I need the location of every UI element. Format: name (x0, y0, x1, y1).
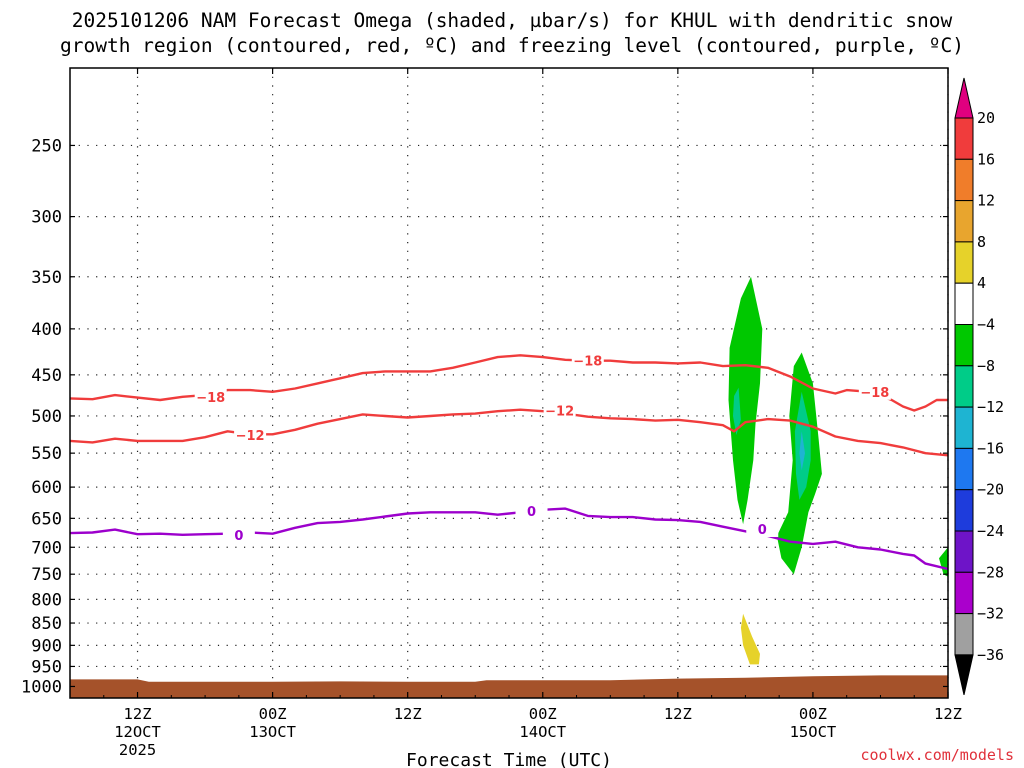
colorbar-label-12-7: −12 (977, 398, 1004, 416)
y-tick-label-650: 650 (31, 509, 62, 529)
colorbar-band-5 (954, 324, 974, 367)
x-tick-label-6-0: 12Z (934, 705, 962, 723)
terrain (70, 675, 948, 698)
colorbar-label-16-8: −16 (977, 439, 1004, 457)
omega-region-4-5 (740, 613, 760, 665)
y-tick-label-500: 500 (31, 407, 62, 427)
plot-background (70, 68, 948, 698)
colorbar-band-7 (954, 406, 974, 449)
colorbar-label-32-12: −32 (977, 605, 1004, 623)
x-tick-label-4-0: 12Z (664, 705, 692, 723)
y-tick-label-350: 350 (31, 268, 62, 288)
colorbar-label-28-11: −28 (977, 563, 1004, 581)
y-tick-label-750: 750 (31, 565, 62, 585)
y-tick-label-950: 950 (31, 657, 62, 677)
contour-label-0-1: −18 (573, 355, 602, 370)
x-tick-label-5-1: 15OCT (790, 723, 837, 741)
contour-label-bg-2-0 (222, 526, 255, 543)
colorbar-band-1 (954, 158, 974, 202)
colorbar-label-4-4: 4 (977, 274, 986, 292)
contour-lines: −18 −18 −18 −12 −12 0 0 0 (70, 352, 948, 571)
omega-region-12-1 (733, 387, 741, 435)
omega-shading (728, 276, 948, 665)
contour-label-bg-1-1 (543, 402, 576, 419)
contour-label-bg-2-1 (515, 503, 548, 520)
colorbar-band-9 (954, 489, 974, 532)
x-tick-label-0-2: 2025 (119, 741, 156, 759)
colorbar-label-20-0: 20 (977, 109, 995, 127)
colorbar-label-20-9: −20 (977, 481, 1004, 499)
y-tick-label-850: 850 (31, 614, 62, 634)
x-tick-label-0-1: 12OCT (114, 723, 161, 741)
y-tick-label-450: 450 (31, 366, 62, 386)
colorbar-label-12-2: 12 (977, 192, 995, 210)
title-line-1: 2025101206 NAM Forecast Omega (shaded, µ… (71, 9, 953, 32)
colorbar-band-6 (954, 365, 974, 408)
y-axis: 2503003504004505005506006507007508008509… (21, 136, 948, 697)
contour-label-0-0: −18 (196, 391, 225, 406)
colorbar-band-11 (954, 571, 974, 615)
y-tick-label-600: 600 (31, 478, 62, 498)
colorbar-band-8 (954, 447, 974, 491)
colorbar-label-4-5: −4 (977, 316, 995, 334)
colorbar: 20 16 12 8 4 −4 −8 −12 −16 −20 −24 −28 −32 −36 (954, 77, 1004, 696)
y-tick-label-300: 300 (31, 208, 62, 228)
contour-label-bg-2-2 (746, 521, 779, 538)
y-tick-label-900: 900 (31, 636, 62, 656)
colorbar-label-8-6: −8 (977, 357, 995, 375)
colorbar-band-10 (954, 530, 974, 573)
x-tick-label-1-0: 00Z (259, 705, 287, 723)
colorbar-band-12 (954, 613, 974, 656)
terrain-fill (70, 675, 948, 698)
y-tick-label-400: 400 (31, 320, 62, 340)
colorbar-band-4 (954, 282, 974, 326)
colorbar-band-2 (954, 200, 974, 243)
y-tick-label-550: 550 (31, 444, 62, 464)
omega-region-8-0 (728, 276, 763, 525)
y-tick-label-700: 700 (31, 538, 62, 558)
contour-label-1-0: −12 (236, 429, 265, 444)
colorbar-band-3 (954, 241, 974, 284)
x-tick-label-1-1: 13OCT (249, 723, 296, 741)
y-tick-label-800: 800 (31, 590, 62, 610)
x-axis-label: Forecast Time (UTC) (406, 750, 612, 768)
contour-label-2-1: 0 (527, 505, 536, 520)
x-tick-label-3-1: 14OCT (519, 723, 566, 741)
x-tick-label-0-0: 12Z (124, 705, 152, 723)
contour-label-1-1: −12 (545, 404, 574, 419)
omega-region-16-4 (799, 431, 805, 471)
contour-label-bg-1-0 (234, 426, 267, 443)
contour-label-2-2: 0 (758, 523, 767, 538)
colorbar-bottom-triangle (954, 654, 974, 696)
colorbar-label-36-13: −36 (977, 646, 1004, 664)
title-line-2: growth region (contoured, red, ºC) and f… (60, 34, 964, 57)
colorbar-label-16-1: 16 (977, 150, 995, 168)
y-tick-label-1000: 1000 (21, 677, 62, 697)
colorbar-band-0 (954, 117, 974, 160)
x-tick-label-3-0: 00Z (529, 705, 557, 723)
colorbar-top-triangle (954, 77, 974, 119)
contour-label-2-0: 0 (234, 529, 243, 544)
chart-title: 2025101206 NAM Forecast Omega (shaded, µ… (0, 8, 1024, 58)
contour-label-bg-0-0 (194, 388, 227, 405)
y-tick-label-250: 250 (31, 136, 62, 156)
x-tick-label-5-0: 00Z (799, 705, 827, 723)
credit-text: coolwx.com/models (860, 746, 1014, 764)
colorbar-label-24-10: −24 (977, 522, 1004, 540)
contour-label-0-2: −18 (860, 386, 889, 401)
colorbar-label-8-3: 8 (977, 233, 986, 251)
contour-label-bg-0-1 (571, 352, 604, 369)
x-tick-label-2-0: 12Z (394, 705, 422, 723)
contour-label-bg-0-2 (858, 383, 891, 400)
